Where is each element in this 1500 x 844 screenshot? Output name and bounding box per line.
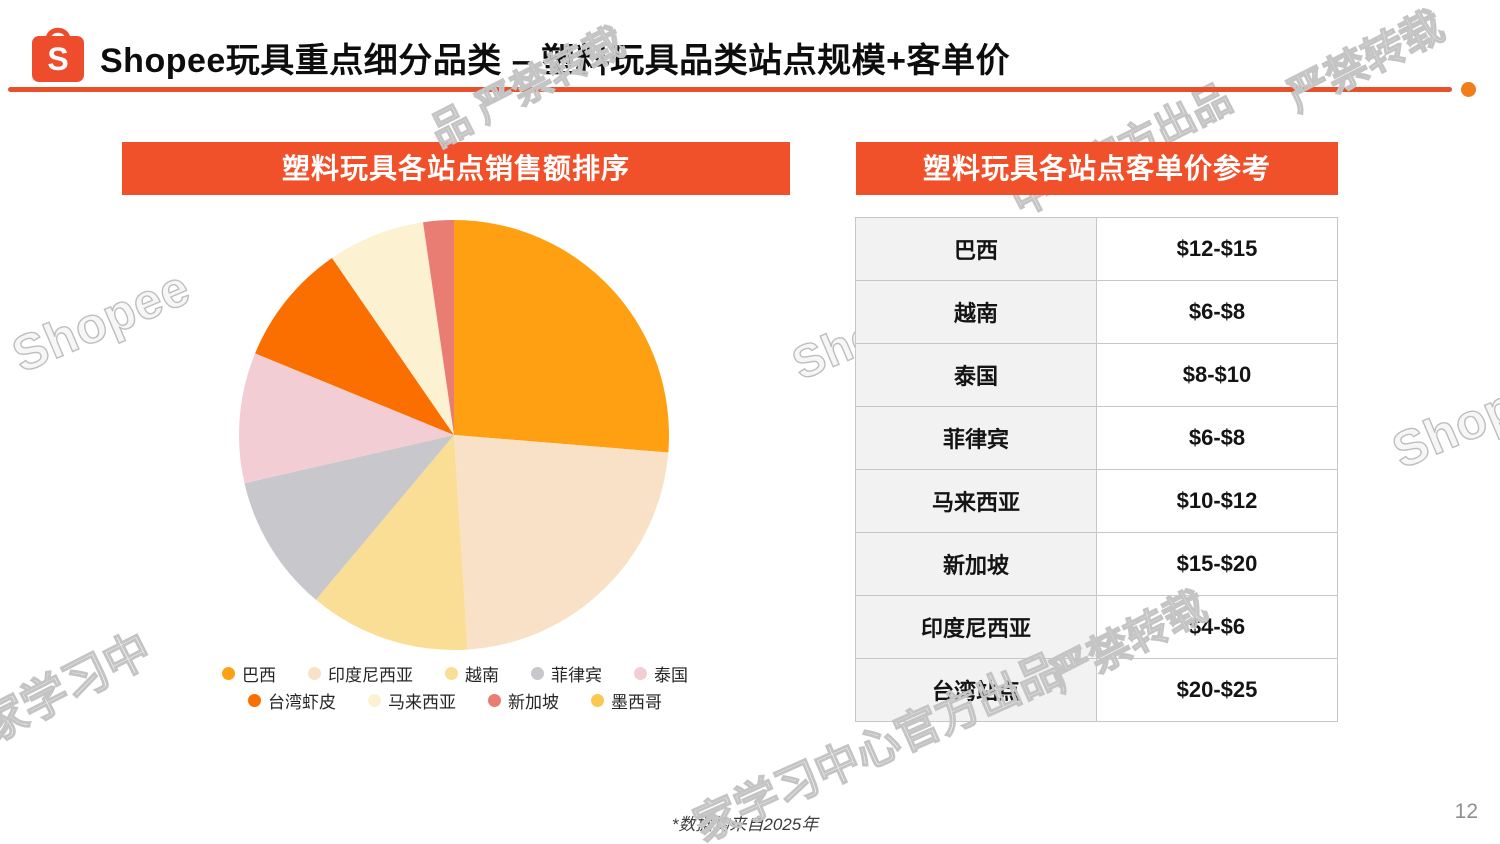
- legend-label: 新加坡: [508, 693, 559, 712]
- pie-slice-4: [239, 353, 454, 484]
- legend-swatch: [368, 694, 381, 707]
- pie-slice-1: [454, 435, 669, 650]
- pie-slice-6: [332, 222, 454, 435]
- site-cell: 马来西亚: [855, 469, 1097, 533]
- data-source-note: *数据均来自2025年: [671, 815, 819, 834]
- price-cell: $4-$6: [1096, 595, 1338, 659]
- price-cell: $6-$8: [1096, 406, 1338, 470]
- legend-label: 台湾虾皮: [268, 693, 336, 712]
- price-table: 巴西 $12-$15 越南 $6-$8 泰国 $8-$10 菲律宾 $6-$8 马来西亚 $10-…: [855, 217, 1338, 722]
- price-cell: $6-$8: [1096, 280, 1338, 344]
- pie-slice-5: [255, 257, 454, 435]
- pie-chart: [239, 220, 669, 651]
- pie-slice-3: [244, 435, 454, 600]
- legend-swatch: [445, 667, 458, 680]
- table-row: 印度尼西亚 $4-$6: [855, 595, 1338, 659]
- legend-label: 印度尼西亚: [328, 666, 413, 685]
- legend-item-3: 菲律宾: [531, 661, 602, 686]
- table-row: 泰国 $8-$10: [855, 343, 1338, 407]
- watermark-text: 家学习中: [0, 622, 160, 753]
- site-cell: 台湾站点: [855, 658, 1097, 722]
- watermark-text: Shopee: [1384, 354, 1500, 480]
- table-row: 越南 $6-$8: [855, 280, 1338, 344]
- watermark-text: 严禁转载: [1279, 1, 1451, 121]
- legend-swatch: [488, 694, 501, 707]
- table-row: 新加坡 $15-$20: [855, 532, 1338, 596]
- legend-row: 巴西 印度尼西亚 越南 菲律宾 泰国: [140, 660, 770, 687]
- legend-label: 墨西哥: [611, 693, 662, 712]
- legend-item-5: 台湾虾皮: [248, 688, 336, 713]
- page-number: 12: [1454, 800, 1478, 823]
- pie-legend: 巴西 印度尼西亚 越南 菲律宾 泰国台湾虾皮 马来西亚 新加坡 墨西哥: [140, 660, 770, 714]
- legend-swatch: [634, 667, 647, 680]
- legend-label: 菲律宾: [551, 666, 602, 685]
- legend-swatch: [248, 694, 261, 707]
- site-cell: 泰国: [855, 343, 1097, 407]
- legend-item-8: 墨西哥: [591, 688, 662, 713]
- table-row: 巴西 $12-$15: [855, 217, 1338, 281]
- site-cell: 越南: [855, 280, 1097, 344]
- legend-label: 巴西: [242, 666, 276, 685]
- legend-swatch: [308, 667, 321, 680]
- legend-item-7: 新加坡: [488, 688, 559, 713]
- page-title: Shopee玩具重点细分品类 – 塑料玩具品类站点规模+客单价: [100, 42, 1010, 80]
- divider-line: [8, 87, 1452, 92]
- table-row: 台湾站点 $20-$25: [855, 658, 1338, 722]
- shopee-logo-icon: S: [32, 27, 84, 82]
- site-cell: 菲律宾: [855, 406, 1097, 470]
- legend-item-2: 越南: [445, 661, 499, 686]
- pie-slice-7: [423, 220, 454, 435]
- left-panel-title: 塑料玩具各站点销售额排序: [122, 142, 790, 195]
- price-cell: $20-$25: [1096, 658, 1338, 722]
- legend-item-4: 泰国: [634, 661, 688, 686]
- logo-letter: S: [47, 41, 68, 77]
- divider-end-dot: [1461, 82, 1476, 97]
- right-panel-title: 塑料玩具各站点客单价参考: [856, 142, 1338, 195]
- legend-label: 马来西亚: [388, 693, 456, 712]
- price-cell: $8-$10: [1096, 343, 1338, 407]
- site-cell: 巴西: [855, 217, 1097, 281]
- price-cell: $12-$15: [1096, 217, 1338, 281]
- legend-item-1: 印度尼西亚: [308, 661, 413, 686]
- legend-item-0: 巴西: [222, 661, 276, 686]
- table-row: 菲律宾 $6-$8: [855, 406, 1338, 470]
- site-cell: 印度尼西亚: [855, 595, 1097, 659]
- pie-slice-2: [315, 435, 468, 651]
- legend-label: 泰国: [654, 666, 688, 685]
- legend-label: 越南: [465, 666, 499, 685]
- pie-slice-0: [454, 220, 669, 453]
- site-cell: 新加坡: [855, 532, 1097, 596]
- legend-swatch: [531, 667, 544, 680]
- legend-row: 台湾虾皮 马来西亚 新加坡 墨西哥: [140, 687, 770, 714]
- table-row: 马来西亚 $10-$12: [855, 469, 1338, 533]
- price-cell: $10-$12: [1096, 469, 1338, 533]
- legend-swatch: [591, 694, 604, 707]
- legend-swatch: [222, 667, 235, 680]
- price-cell: $15-$20: [1096, 532, 1338, 596]
- legend-item-6: 马来西亚: [368, 688, 456, 713]
- watermark-text: Shopee: [4, 258, 199, 384]
